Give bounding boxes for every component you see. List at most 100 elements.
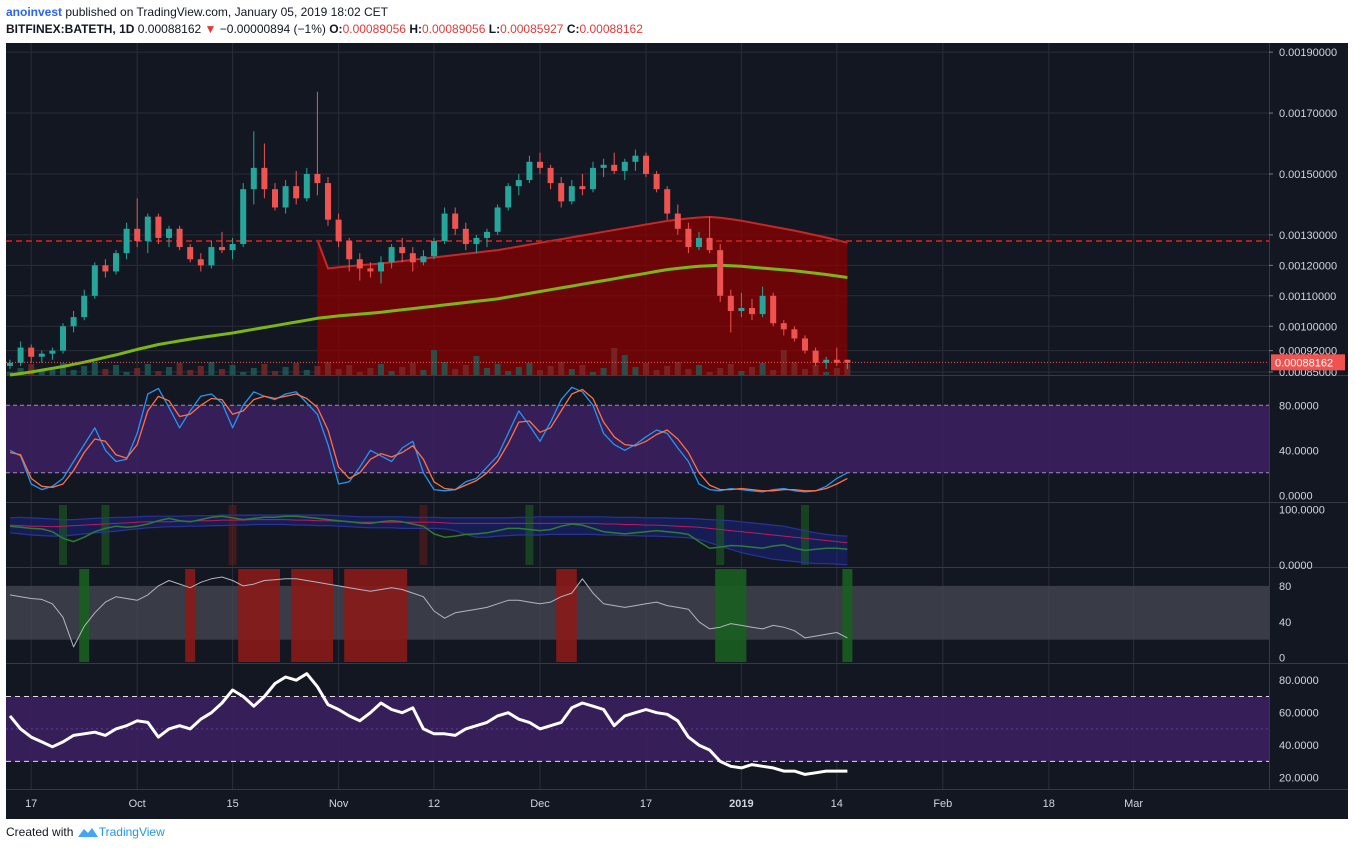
candle-body [70,317,77,327]
volume-bar [197,366,204,375]
volume-bar [812,365,819,375]
tradingview-logo-icon [77,828,98,837]
bands-basis-line [9,519,848,544]
candle-body [484,231,490,238]
candle-body [134,228,141,241]
candle-body [643,155,649,174]
volume-bar [28,364,35,375]
candle-body [356,259,363,269]
volume-bar [378,364,384,375]
candle-body [60,326,66,351]
volume-bar [600,368,607,375]
volume-bar [791,362,798,375]
symbol-label: BITFINEX:BATETH, 1D [6,22,135,36]
bands-axis-label: 100.0000 [1279,505,1325,517]
candle-body [696,237,702,248]
high-value: 0.00089056 [421,22,486,36]
bands-axis-label: 0.0000 [1279,560,1313,572]
candle-body [823,359,830,363]
time-axis-label: 12 [428,798,440,810]
candle-body [208,247,215,266]
bands-upper-line [9,514,848,537]
author-link[interactable]: anoinvest [6,5,63,19]
close-label: C: [566,22,580,36]
volume-bar [272,371,278,375]
volume-bar [749,367,755,375]
tradingview-brand[interactable]: TradingView [98,825,165,839]
volume-bar [621,355,628,375]
stochastic-axis-label: 40.0000 [1279,445,1319,457]
candle-body [388,247,395,263]
candle-body [452,213,459,229]
candle-body [409,253,416,263]
rsi-histogram-highlight [715,569,747,662]
bands-highlight [59,505,67,565]
time-axis-label: 18 [1043,798,1055,810]
candle-body [812,350,819,363]
rsi-histogram-highlight [344,569,408,662]
rsi-histogram-axis-label: 0 [1279,653,1285,665]
volume-bar [727,364,734,375]
chart-canvas[interactable]: 0.00190000 0.00170000 0.00150000 0.00130000… [6,43,1348,819]
volume-bar [462,365,469,375]
volume-bar [505,371,512,375]
candle-body [325,183,331,220]
high-label: H: [409,22,422,36]
candle-body [303,173,310,199]
stochastic-k-line [9,386,848,493]
bands-highlight [101,505,110,565]
low-value: 0.00085927 [500,22,564,36]
price-axis-label: 0.00120000 [1279,260,1337,272]
candle-body [590,167,596,190]
candle-body [462,228,469,245]
candle-body [219,247,225,251]
candle-body [7,362,13,366]
volume-bar [208,362,215,375]
candle-body [621,161,628,171]
volume-bar [219,369,225,375]
volume-bar [452,369,459,375]
candle-body [38,353,45,357]
candle-body [144,216,151,241]
candle-body [187,247,194,260]
time-axis-label: 2019 [729,798,753,810]
volume-bar [547,366,554,375]
candle-body [579,186,586,190]
volume-bar [38,371,45,375]
volume-bar [611,348,618,375]
candle-body [727,295,734,312]
last-price-badge [1271,354,1345,371]
volume-bar [261,364,268,375]
candle-body [526,161,533,181]
candle-body [547,167,554,184]
footer: Created with TradingView [6,825,165,839]
volume-bar [653,370,660,375]
last-price-label: 0.00088162 [1275,357,1333,369]
price-pane: 0.00190000 0.00170000 0.00150000 0.00130000… [6,47,1345,379]
volume-bar [579,365,586,375]
candle-body [537,161,543,168]
price-axis-label: 0.00130000 [1279,230,1337,242]
volume-bar [441,362,448,375]
volume-bar [770,370,777,375]
volume-bar [759,363,766,375]
volume-bar [664,366,671,375]
candle-body [28,347,35,357]
stochastic-band [6,405,1269,473]
volume-bar [335,369,342,375]
candle-body [515,180,522,187]
stochastic-axis-label: 80.0000 [1279,400,1319,412]
candle-body [314,173,321,184]
rsi-histogram-axis-label: 40 [1279,617,1291,629]
rsi-axis-label: 40.0000 [1279,740,1319,752]
rsi-axis-label: 60.0000 [1279,708,1319,720]
volume-bar [282,367,289,375]
candle-body [674,213,681,229]
candle-body [367,268,374,272]
volume-bar [144,364,151,375]
rsi-axis-label: 80.0000 [1279,675,1319,687]
volume-bar [250,368,257,375]
volume-bar [303,370,310,375]
time-axis-background [6,789,1348,819]
volume-bar [314,366,321,375]
